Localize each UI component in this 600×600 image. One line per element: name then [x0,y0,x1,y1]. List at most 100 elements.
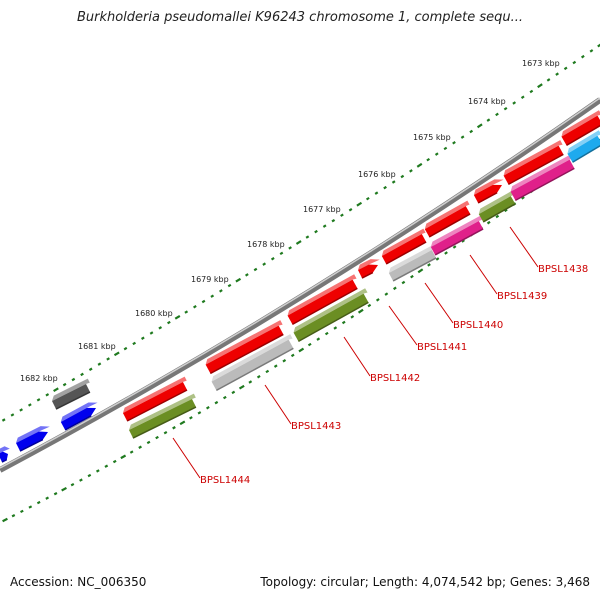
outer-tick [27,403,32,407]
outer-tick [563,66,568,71]
inner-tick [248,380,253,384]
inner-tick [486,220,491,225]
map-title: Burkholderia pseudomallei K96243 chromos… [76,10,524,25]
gene-label-bpsl1439[interactable]: BPSL1439 [497,291,547,302]
inner-tick [417,268,424,274]
inner-tick [189,416,193,420]
gene-outer-3[interactable] [286,274,361,326]
inner-tick [410,274,414,279]
gene-label-bpsl1441[interactable]: BPSL1441 [417,342,467,353]
gene-inner-blue-1[interactable] [59,399,102,431]
inner-tick [129,450,134,454]
outer-tick [270,257,275,261]
gene-inner-grey-1[interactable] [210,334,297,392]
gene-inner-blue-3-shadow [1,458,8,463]
gene-inner-olive-3[interactable] [477,190,519,223]
inner-tick [435,257,440,261]
gene-inner-grey-1-body [211,339,294,391]
outer-tick [1,418,6,422]
inner-tick [222,395,227,400]
gene-outer-6[interactable] [423,200,474,238]
gene-outer-4[interactable] [356,256,383,279]
gene-outer-2-body [205,325,284,374]
outer-tick [340,213,344,217]
outer-tick [580,54,585,59]
outer-tick [210,294,215,298]
inner-tick [265,369,270,374]
inner-tick [367,303,372,308]
outer-tick [383,185,387,190]
gene-outer-2[interactable] [204,320,287,375]
gene-outer-grey-top [51,378,90,401]
outer-tick [426,157,431,162]
gene-inner-blue-2[interactable] [14,423,53,452]
inner-tick [214,400,219,405]
gene-outer-4-top [357,259,380,270]
outer-tick [295,240,302,245]
inner-tick [163,430,168,435]
gene-label-bpsl1438[interactable]: BPSL1438 [538,264,588,275]
outer-tick [409,169,413,173]
gene-label-bpsl1440[interactable]: BPSL1440 [453,320,503,331]
gene-inner-olive-2[interactable] [292,288,372,343]
kbp-label-1679: 1679 kbp [191,275,229,284]
gene-inner-cyan-shadow [572,143,600,163]
outer-tick [546,78,551,82]
gene-inner-blue-3[interactable] [0,445,14,463]
gene-label-bpsl1443[interactable]: BPSL1443 [291,421,341,432]
gene-inner-olive-1[interactable] [127,393,199,439]
inner-tick [282,359,287,363]
gene-inner-olive-2-top [293,288,368,333]
outer-tick [486,118,491,122]
inner-tick [231,390,236,395]
gene-outer-1-body [122,382,188,421]
gene-outer-9[interactable] [559,110,600,146]
gene-inner-magenta-1-shadow [434,228,484,256]
inner-tick [2,517,8,523]
gene-inner-magenta-1-body [430,221,484,255]
gene-outer-grey-shadow [55,391,91,410]
inner-tick [350,315,355,319]
inner-tick [298,347,305,353]
leader-line-3 [388,305,418,346]
gene-outer-grey[interactable] [50,378,93,410]
outer-tick [391,180,396,184]
inner-tick [273,364,278,368]
outer-tick [356,201,363,207]
gene-inner-grey-2-top [388,244,436,274]
inner-tick [172,426,176,430]
gene-outer-2-top [205,320,283,365]
outer-tick [140,336,145,340]
outer-tick [201,299,206,304]
gene-label-bpsl1444[interactable]: BPSL1444 [200,475,250,486]
gene-outer-5[interactable] [380,228,430,265]
gene-inner-blue-1-body [60,407,97,430]
outer-tick [495,112,499,117]
inner-tick [290,353,295,358]
gene-outer-8[interactable] [502,140,567,186]
gene-inner-grey-2-body [388,250,437,281]
inner-tick-ring [2,138,600,523]
gene-inner-cyan[interactable] [565,130,600,163]
gene-outer-5-shadow [385,241,427,265]
inner-tick [155,435,159,440]
gene-inner-blue-3-body [0,451,9,463]
gene-inner-magenta-1[interactable] [429,215,487,256]
gene-outer-1[interactable] [121,376,191,422]
leader-line-0 [509,226,539,268]
gene-outer-8-body [503,145,564,185]
gene-inner-grey-2[interactable] [387,244,440,282]
inner-tick [87,473,92,478]
gene-inner-magenta-2[interactable] [509,154,578,202]
outer-tick [62,382,67,387]
inner-tick [444,251,448,255]
outer-tick [572,60,577,65]
inner-tick [333,326,338,330]
kbp-label-1680: 1680 kbp [135,309,173,318]
gene-outer-7[interactable] [472,176,508,204]
gene-inner-magenta-2-top [510,154,574,192]
outer-tick [348,207,353,212]
inner-tick [53,492,58,496]
gene-label-bpsl1442[interactable]: BPSL1442 [370,373,420,384]
